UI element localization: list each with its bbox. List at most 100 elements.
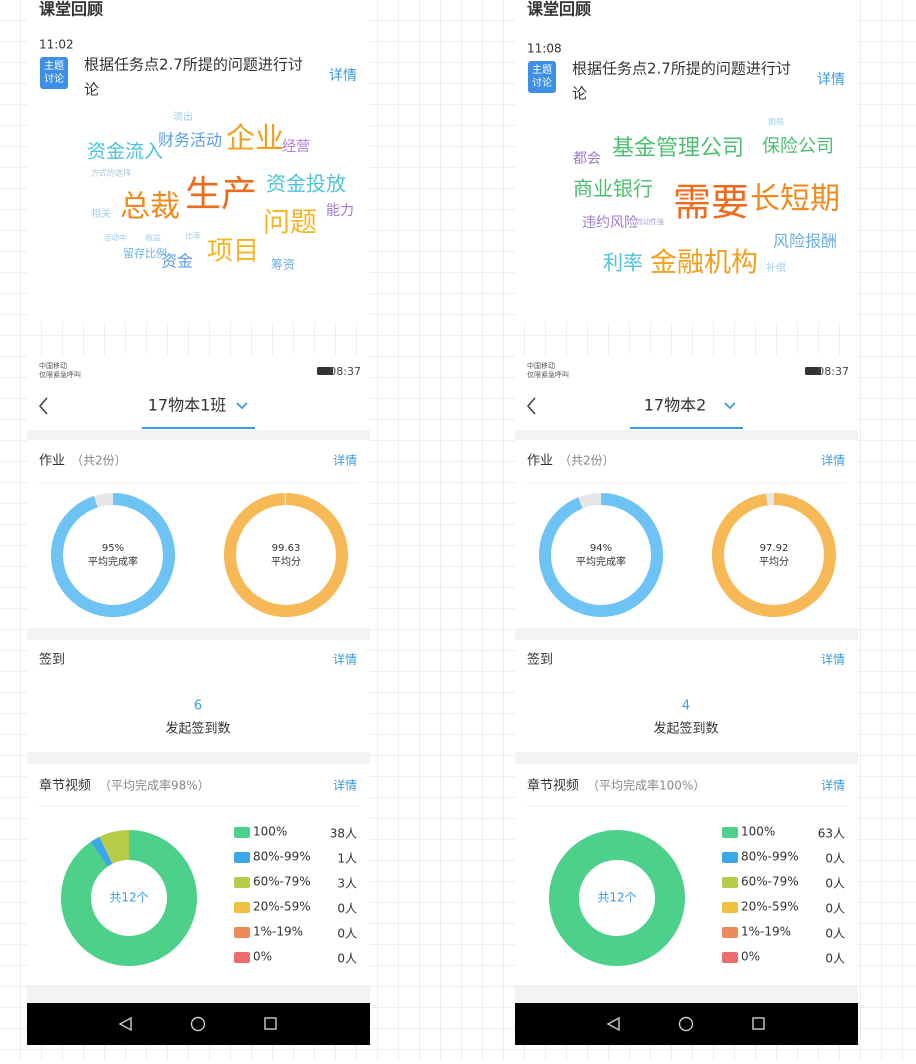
class-dropdown[interactable]	[724, 402, 736, 410]
score-value: 99.63	[272, 543, 301, 554]
legend-swatch	[722, 902, 738, 913]
legend-count: 38人	[330, 827, 357, 841]
homework-title: 作业	[39, 454, 65, 469]
word-cloud-word: 经营	[282, 139, 310, 155]
word-cloud-word: 生产	[185, 174, 257, 215]
legend-count: 0人	[825, 927, 845, 941]
legend-count: 63人	[818, 827, 845, 841]
topic-tag-text: 讨论	[44, 72, 64, 85]
signin-detail[interactable]: 详情	[821, 652, 845, 667]
class-name[interactable]: 17物本2	[644, 396, 707, 415]
section-gap	[27, 628, 370, 640]
panel: 课堂回顾11:08主题讨论根据任务点2.7所提的问题进行讨论详情期限基金管理公司…	[515, 0, 858, 1045]
word-cloud-word: 违约风险	[582, 215, 638, 231]
section-gap	[515, 628, 858, 640]
completion-ring	[539, 493, 663, 617]
homework-detail[interactable]: 详情	[821, 453, 845, 468]
word-cloud-word: 活动中	[103, 233, 127, 243]
legend-swatch	[234, 952, 250, 963]
nav-back[interactable]	[118, 1016, 132, 1032]
homework-count: （共2份）	[71, 454, 127, 468]
topic-text: 根据任务点2.7所提的问题进行讨	[84, 56, 303, 74]
legend-count: 0人	[337, 952, 357, 966]
topic-tag-text: 主题	[44, 60, 64, 72]
legend-label: 80%-99%	[741, 850, 799, 864]
legend-swatch	[722, 827, 738, 838]
section-gap	[515, 752, 858, 764]
legend-swatch	[234, 927, 250, 938]
class-dropdown[interactable]	[236, 402, 248, 410]
signin-count: 6	[194, 699, 202, 714]
tab-underline	[142, 427, 255, 429]
back-button[interactable]	[526, 397, 536, 415]
word-cloud-word: 保险公司	[762, 136, 834, 157]
legend-swatch	[234, 877, 250, 888]
status-carrier: 仅限紧急呼叫	[39, 370, 81, 379]
nav-back[interactable]	[606, 1016, 620, 1032]
video-segment	[99, 830, 130, 865]
legend-swatch	[234, 827, 250, 838]
nav-bar	[27, 1003, 370, 1045]
review-time: 11:02	[39, 38, 74, 52]
back-button[interactable]	[38, 397, 48, 415]
video-title: 章节视频	[527, 778, 579, 794]
tab-underline	[630, 427, 743, 429]
completion-value: 95%	[102, 543, 124, 554]
legend-swatch	[722, 952, 738, 963]
nav-recent[interactable]	[752, 1017, 765, 1030]
word-cloud-word: 资金	[161, 252, 193, 271]
topic-tag-text: 主题	[532, 64, 552, 76]
status-battery	[317, 367, 333, 375]
legend-label: 20%-59%	[741, 900, 799, 914]
nav-home[interactable]	[190, 1016, 206, 1032]
score-caption: 平均分	[271, 556, 301, 568]
video-subtitle: （平均完成率98%）	[99, 778, 210, 793]
topic-tag-text: 讨论	[532, 76, 552, 89]
video-center: 共12个	[597, 891, 636, 905]
word-cloud-word: 基金管理公司	[612, 136, 744, 161]
review-card	[27, 0, 370, 322]
word-cloud-word: 都会	[573, 151, 601, 167]
score-value: 97.92	[760, 543, 789, 554]
section-gap	[27, 430, 370, 440]
score-ring	[224, 493, 348, 617]
nav-recent[interactable]	[264, 1017, 277, 1030]
section-gap	[515, 430, 858, 440]
legend-count: 0人	[825, 852, 845, 866]
review-detail[interactable]: 详情	[329, 68, 357, 84]
status-battery	[805, 367, 821, 375]
word-cloud-word: 商业银行	[573, 177, 653, 201]
nav-home[interactable]	[678, 1016, 694, 1032]
status-clock: 08:37	[817, 365, 849, 378]
topic-tag	[528, 61, 556, 93]
signin-count: 4	[682, 699, 690, 714]
class-name[interactable]: 17物本1班	[148, 396, 227, 415]
video-center: 共12个	[109, 891, 148, 905]
legend-label: 100%	[253, 825, 287, 839]
video-detail[interactable]: 详情	[333, 778, 357, 793]
nav-bar	[515, 1003, 858, 1045]
video-detail[interactable]: 详情	[821, 778, 845, 793]
word-cloud-word: 问题	[263, 208, 317, 239]
legend-swatch	[722, 877, 738, 888]
status-clock: 08:37	[329, 365, 361, 378]
word-cloud-word: 需要	[673, 181, 749, 225]
signin-detail[interactable]: 详情	[333, 652, 357, 667]
signin-caption: 发起签到数	[653, 721, 718, 737]
word-cloud-word: 流动性强	[636, 217, 664, 226]
word-cloud-word: 流出	[173, 110, 193, 123]
status-carrier: 仅限紧急呼叫	[527, 370, 569, 379]
section-gap	[27, 985, 370, 1003]
legend-label: 60%-79%	[741, 875, 799, 889]
word-cloud-word: 资金投放	[266, 172, 346, 196]
review-detail[interactable]: 详情	[817, 72, 845, 88]
section-gap	[27, 752, 370, 764]
legend-label: 20%-59%	[253, 900, 311, 914]
status-carrier: 中国移动	[39, 361, 67, 370]
word-cloud-word: 相关	[91, 207, 111, 220]
score-caption: 平均分	[759, 556, 789, 568]
homework-detail[interactable]: 详情	[333, 453, 357, 468]
word-cloud-word: 能力	[326, 203, 354, 219]
legend-swatch	[234, 902, 250, 913]
